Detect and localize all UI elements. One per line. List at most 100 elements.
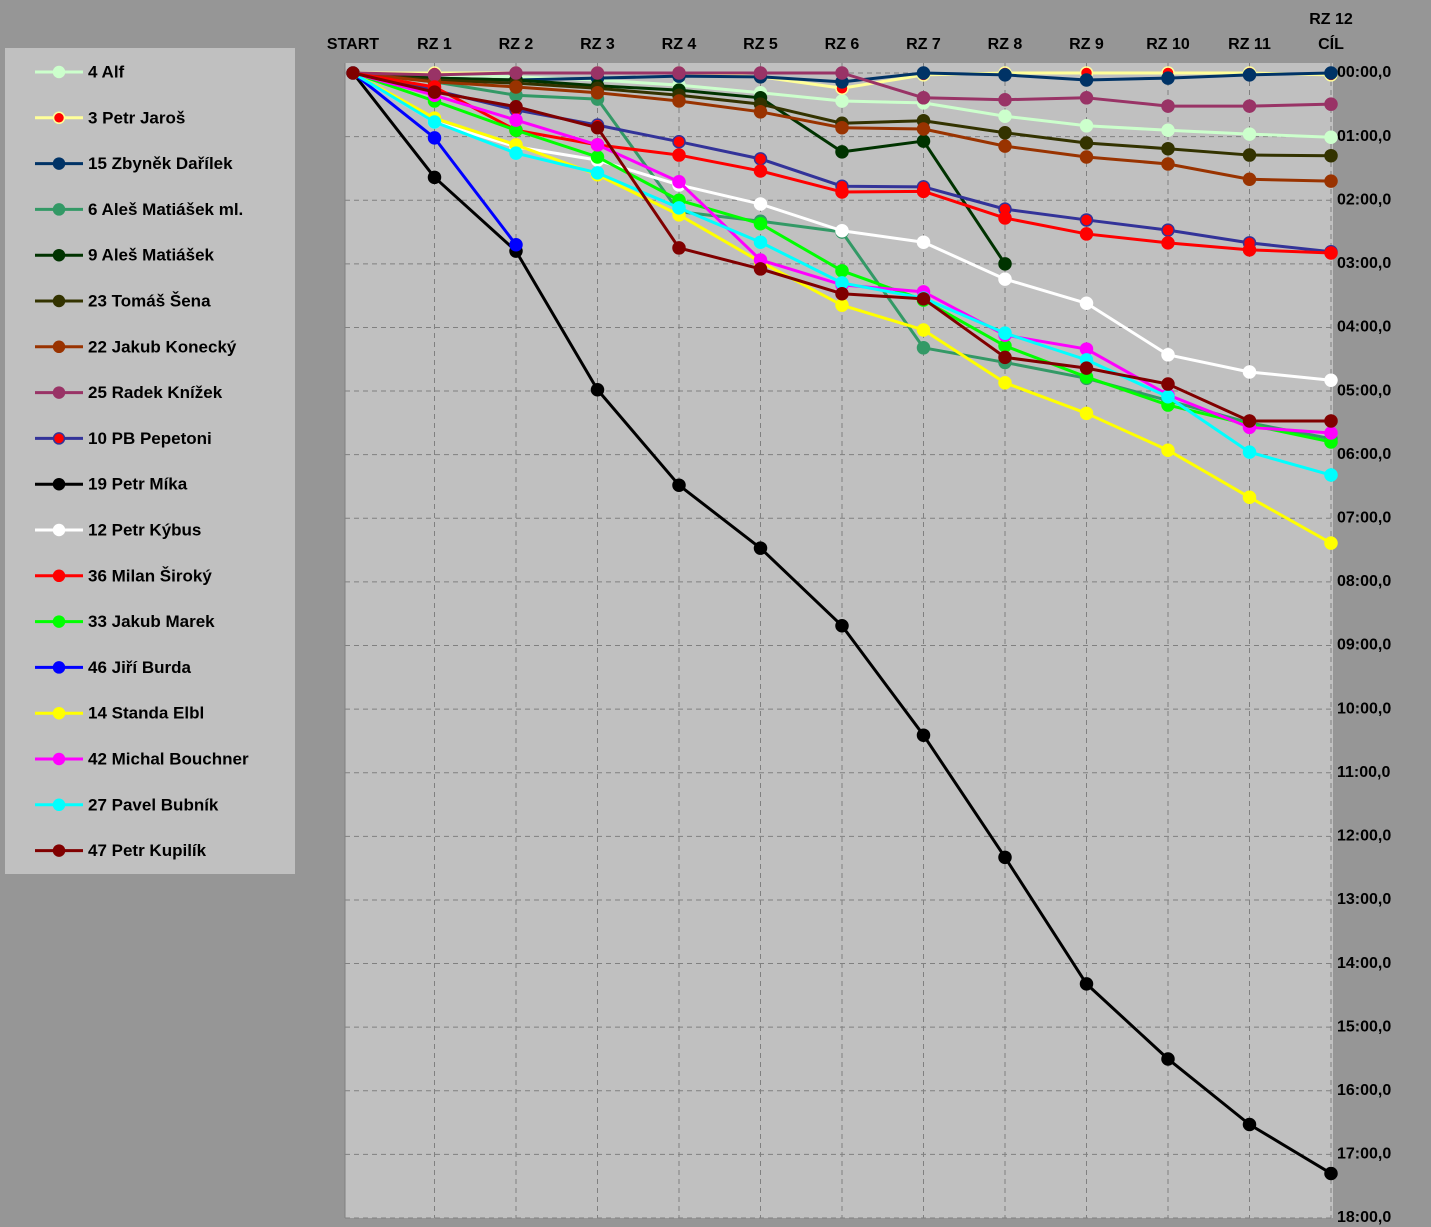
data-point [1161,157,1175,171]
data-point [835,298,849,312]
legend-label: 22 Jakub Konecký [88,337,237,356]
data-point [1324,66,1338,80]
legend-label: 47 Petr Kupilík [88,841,207,860]
y-tick-label: 18:00,0 [1337,1209,1391,1226]
data-point [916,184,931,199]
legend-label: 33 Jakub Marek [88,612,215,631]
y-tick-label: 00:00,0 [1337,64,1391,81]
data-point [753,152,768,166]
legend-marker [52,844,66,857]
data-point [672,134,686,149]
legend-marker [52,203,66,216]
data-point [1242,365,1257,379]
y-tick-label: 14:00,0 [1337,955,1391,972]
data-point [1079,227,1094,241]
data-point [1161,1052,1175,1066]
data-point [672,201,686,215]
data-point [835,145,849,159]
y-tick-label: 13:00,0 [1337,891,1391,908]
data-point [1161,223,1175,237]
legend-marker [52,798,66,812]
x-tick-label: RZ 2 [499,36,534,53]
data-point [427,131,442,145]
data-point [1324,1166,1338,1181]
y-tick-label: 15:00,0 [1337,1018,1391,1035]
data-point [1324,148,1338,163]
data-point [835,185,849,199]
data-point [427,68,442,82]
data-point [916,134,931,148]
data-point [1161,348,1175,362]
legend-label: 42 Michal Bouchner [88,749,249,768]
data-point [590,66,605,80]
legend-marker [52,65,66,79]
legend-marker [52,386,66,399]
legend-label: 12 Petr Kýbus [88,520,201,539]
data-point [672,478,686,492]
legend-marker [52,111,66,125]
data-point [509,238,523,252]
data-point [509,80,523,94]
legend-label: 25 Radek Knížek [88,383,223,402]
x-tick-label: RZ 10 [1146,36,1190,53]
data-point [998,109,1012,124]
legend-label: 15 Zbyněk Dařílek [88,154,233,173]
data-point [1161,390,1175,404]
legend-marker [52,752,66,766]
data-point [1242,172,1257,186]
x-tick-label: START [327,36,379,53]
legend-marker [52,432,66,445]
data-point [509,146,523,160]
data-point [1242,243,1257,257]
data-point [916,323,931,337]
data-point [1242,68,1257,82]
x-tick-label: RZ 7 [906,36,941,53]
data-point [1324,414,1338,428]
data-point [590,383,605,397]
data-point [916,66,931,80]
data-point [1324,373,1338,387]
legend-label: 27 Pavel Bubník [88,795,219,814]
data-point [753,164,768,178]
data-point [1242,414,1257,428]
data-point [1079,119,1094,133]
y-tick-label: 11:00,0 [1337,764,1390,781]
data-point [998,257,1012,271]
data-point [835,286,849,301]
data-point [916,292,931,306]
data-point [998,92,1012,107]
x-tick-label: RZ 3 [580,36,615,53]
legend-label: 4 Alf [88,62,125,81]
legend-label: 23 Tomáš Šena [88,291,211,310]
data-point [753,105,768,119]
data-point [590,166,605,180]
y-tick-label: 08:00,0 [1337,573,1391,590]
data-point [753,66,768,80]
y-tick-label: 06:00,0 [1337,446,1391,463]
legend-marker [52,615,66,628]
data-point [1324,426,1338,440]
y-tick-label: 01:00,0 [1337,128,1391,145]
data-point [672,241,686,255]
data-point [1079,213,1094,227]
data-point [753,217,768,231]
data-point [427,170,442,185]
data-point [1324,130,1338,144]
data-point [1242,127,1257,141]
data-point [835,120,849,135]
x-tick-label: RZ 8 [988,36,1023,53]
data-point [1161,443,1175,457]
data-point [998,272,1012,286]
data-point [590,85,605,100]
x-tick-label: RZ 12 CÍL [1309,11,1353,53]
data-point [916,122,931,136]
data-point [1242,1117,1257,1132]
data-point [998,139,1012,153]
data-point [1324,246,1338,260]
legend-marker [52,523,66,537]
y-tick-label: 09:00,0 [1337,637,1391,654]
data-point [1079,150,1094,164]
y-tick-label: 02:00,0 [1337,191,1391,208]
data-point [1324,536,1338,550]
